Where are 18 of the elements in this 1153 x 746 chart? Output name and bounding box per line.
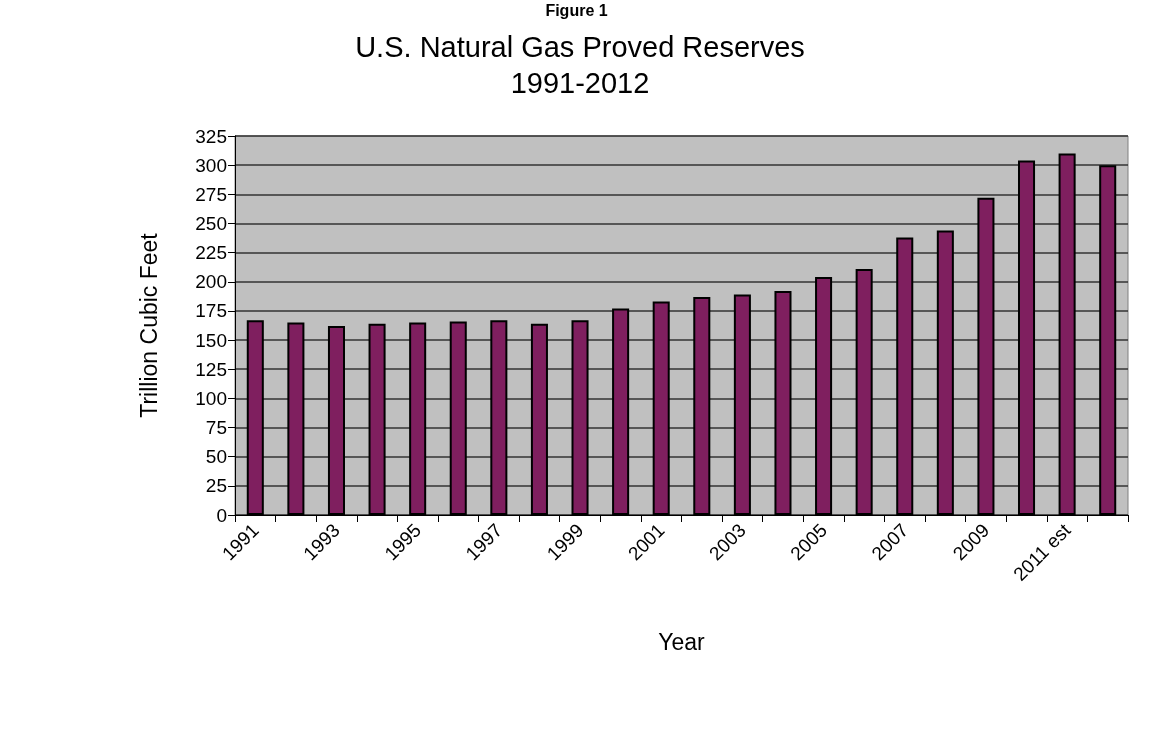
y-tick-label: 0 — [216, 504, 227, 526]
y-tick-label: 100 — [195, 387, 227, 409]
caption: Figure 1 — [545, 1, 608, 19]
y-tick-label: 225 — [195, 242, 227, 264]
y-tick-label: 75 — [205, 417, 227, 439]
y-tick-label: 200 — [195, 271, 227, 293]
chart-title: U.S. Natural Gas Proved Reserves 1991-2012 — [355, 31, 805, 99]
y-tick-label: 275 — [195, 183, 227, 205]
x-axis-title: Year — [658, 628, 706, 655]
y-tick-label: 250 — [195, 212, 227, 234]
y-tick-label: 325 — [195, 125, 227, 147]
y-tick-label: 150 — [195, 329, 227, 351]
y-axis-title: Trillion Cubic Feet — [135, 232, 162, 418]
y-tick-label: 175 — [195, 300, 227, 322]
y-tick-label: 50 — [205, 446, 227, 468]
y-tick-label: 25 — [205, 475, 227, 497]
y-tick-label: 125 — [195, 358, 227, 380]
y-tick-label: 300 — [195, 154, 227, 176]
